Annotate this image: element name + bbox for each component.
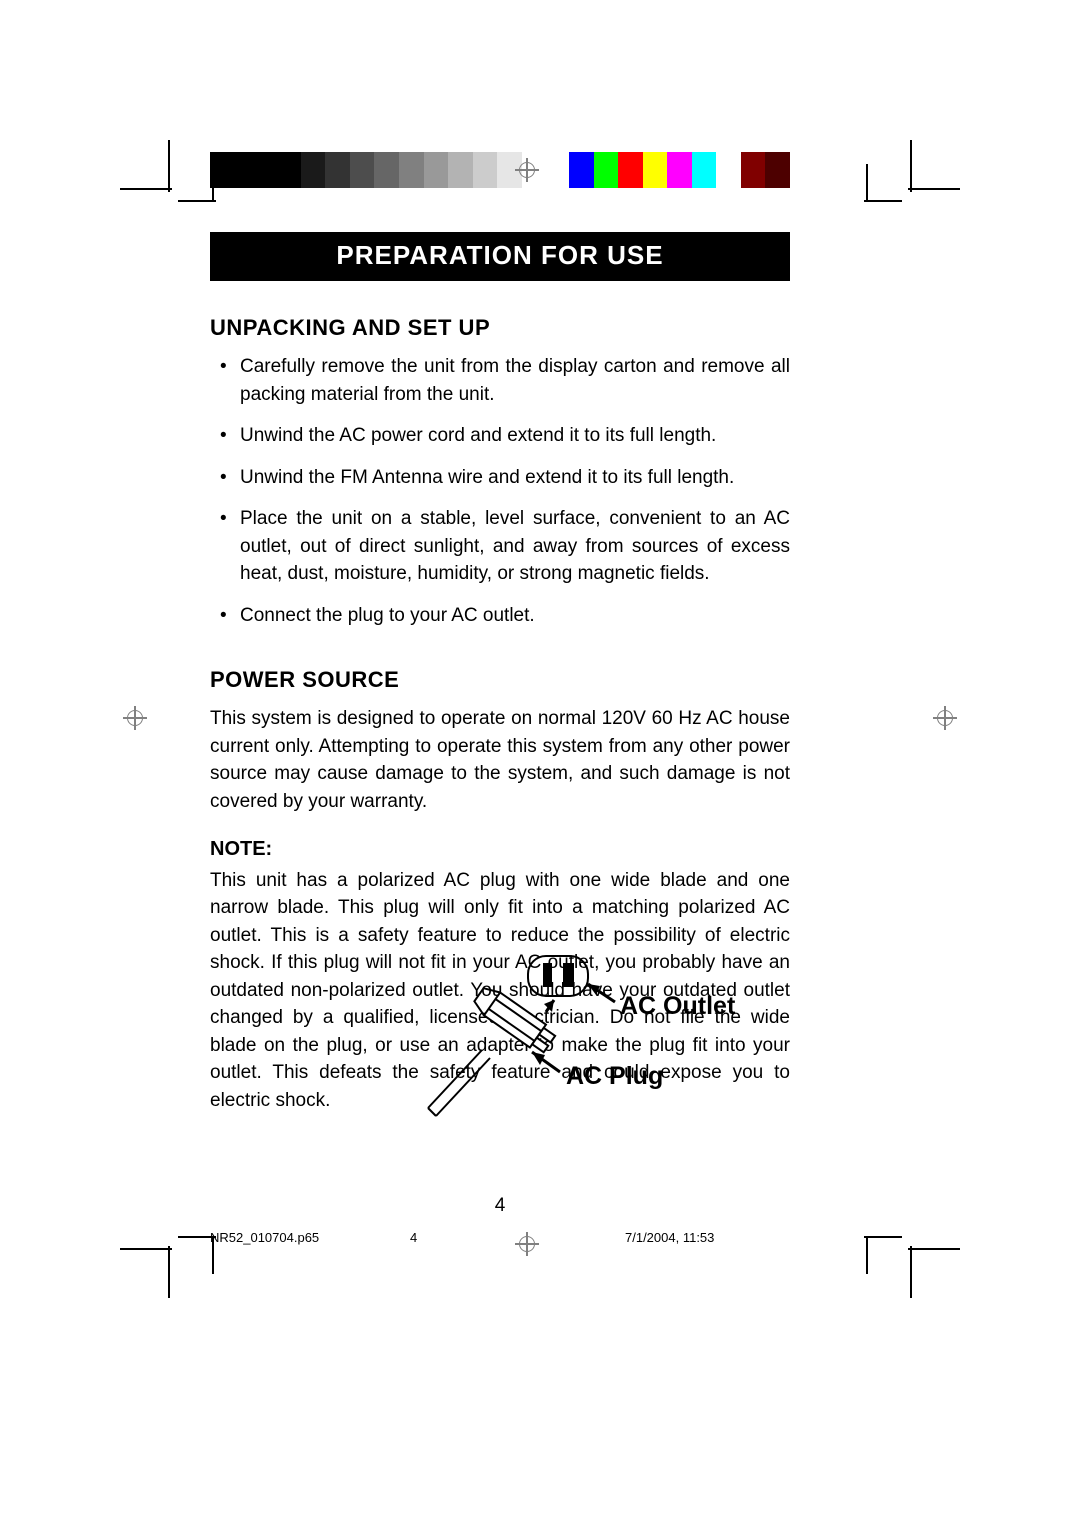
- section-title-banner: PREPARATION FOR USE: [210, 232, 790, 281]
- figure-label-outlet: AC Outlet: [620, 992, 735, 1021]
- crop-mark: [120, 188, 172, 190]
- color-calibration-bar: [210, 152, 790, 188]
- registration-mark-icon: [515, 1232, 539, 1256]
- calibration-swatch: [594, 152, 619, 188]
- crop-mark: [866, 1236, 868, 1274]
- footer-filename: NR52_010704.p65: [210, 1230, 319, 1245]
- crop-mark: [866, 164, 868, 202]
- calibration-swatch: [424, 152, 449, 188]
- calibration-swatch: [448, 152, 473, 188]
- heading-power-source: POWER SOURCE: [210, 667, 790, 693]
- calibration-swatch: [473, 152, 498, 188]
- page-number: 4: [210, 1195, 790, 1217]
- list-item: Unwind the FM Antenna wire and extend it…: [210, 464, 790, 492]
- calibration-swatch: [765, 152, 790, 188]
- calibration-swatch: [301, 152, 326, 188]
- calibration-swatch: [643, 152, 668, 188]
- crop-mark: [864, 1236, 902, 1238]
- registration-mark-icon: [515, 158, 539, 182]
- calibration-swatch: [667, 152, 692, 188]
- list-item: Place the unit on a stable, level surfac…: [210, 505, 790, 588]
- calibration-swatch: [325, 152, 350, 188]
- crop-mark: [908, 188, 960, 190]
- ac-plug-figure: AC Outlet AC Plug: [420, 950, 800, 1180]
- calibration-swatch: [741, 152, 766, 188]
- figure-label-plug: AC Plug: [566, 1062, 663, 1091]
- calibration-swatch: [374, 152, 399, 188]
- crop-mark: [910, 1246, 912, 1298]
- calibration-swatch: [716, 152, 741, 188]
- list-item: Unwind the AC power cord and extend it t…: [210, 422, 790, 450]
- calibration-swatch: [399, 152, 424, 188]
- calibration-swatch: [692, 152, 717, 188]
- unpacking-bullet-list: Carefully remove the unit from the displ…: [210, 353, 790, 629]
- crop-mark: [908, 1248, 960, 1250]
- crop-mark: [864, 200, 902, 202]
- calibration-swatch: [569, 152, 594, 188]
- power-source-body: This system is designed to operate on no…: [210, 705, 790, 815]
- calibration-swatch: [350, 152, 375, 188]
- document-page: PREPARATION FOR USE UNPACKING AND SET UP…: [0, 0, 1080, 1528]
- list-item: Carefully remove the unit from the displ…: [210, 353, 790, 408]
- heading-note: NOTE:: [210, 838, 790, 861]
- crop-mark: [178, 200, 216, 202]
- registration-mark-icon: [123, 706, 147, 730]
- footer-datetime: 7/1/2004, 11:53: [625, 1230, 714, 1245]
- footer-page: 4: [410, 1230, 417, 1245]
- list-item: Connect the plug to your AC outlet.: [210, 602, 790, 630]
- calibration-swatch: [618, 152, 643, 188]
- heading-unpacking: UNPACKING AND SET UP: [210, 315, 790, 341]
- crop-mark: [120, 1248, 172, 1250]
- crop-mark: [168, 140, 170, 192]
- calibration-swatch: [210, 152, 301, 188]
- crop-mark: [910, 140, 912, 192]
- crop-mark: [168, 1246, 170, 1298]
- registration-mark-icon: [933, 706, 957, 730]
